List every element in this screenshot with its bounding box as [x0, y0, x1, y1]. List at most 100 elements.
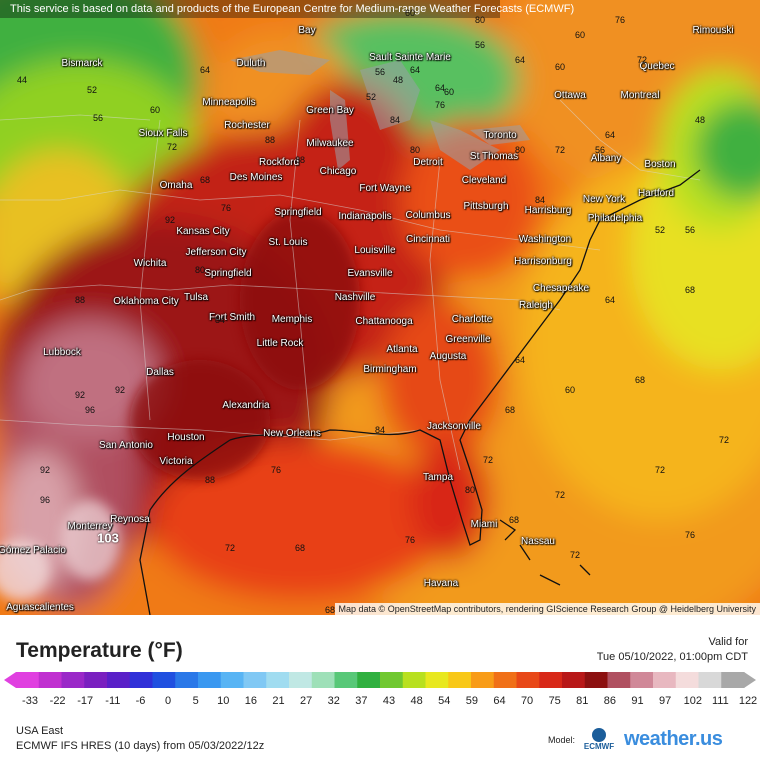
scale-min-arrow: [4, 672, 16, 688]
color-scale-swatch: [584, 672, 608, 688]
city-label: Hartford: [637, 188, 675, 199]
color-scale-swatch: [198, 672, 222, 688]
isotherm-value: 84: [389, 115, 401, 125]
city-label: Montreal: [620, 90, 660, 101]
city-label: Victoria: [159, 456, 193, 467]
isotherm-value: 68: [294, 543, 306, 553]
scale-tick-label: 0: [165, 695, 172, 707]
color-scale-swatch: [402, 672, 426, 688]
city-label: Miami: [470, 519, 498, 530]
isotherm-value: 52: [86, 85, 98, 95]
isotherm-value: 60: [404, 8, 416, 18]
city-label: Columbus: [405, 210, 451, 221]
city-label: Chesapeake: [532, 283, 590, 294]
city-label: Lubbock: [43, 347, 81, 358]
color-scale-swatch: [38, 672, 62, 688]
city-label: Aguascalientes: [6, 602, 74, 613]
isotherm-value: 64: [199, 65, 211, 75]
city-label: Omaha: [159, 180, 193, 191]
scale-tick-label: 54: [438, 695, 451, 707]
color-scale-swatch: [129, 672, 153, 688]
isotherm-value: 68: [634, 375, 646, 385]
isotherm-value: 96: [39, 495, 51, 505]
city-label: Wichita: [133, 258, 167, 269]
city-label: Monterrey: [67, 521, 113, 532]
scale-tick-label: 111: [712, 695, 729, 707]
isotherm-value: 48: [392, 75, 404, 85]
scale-tick-label: 5: [192, 695, 199, 707]
city-label: St. Louis: [268, 237, 308, 248]
scale-tick-label: 21: [272, 695, 285, 707]
color-scale-swatch: [266, 672, 290, 688]
isotherm-value: 92: [39, 465, 51, 475]
isotherm-value: 64: [514, 55, 526, 65]
scale-tick-label: -17: [77, 695, 94, 707]
city-label: Sault Sainte Marie: [369, 52, 451, 63]
isotherm-value: 52: [365, 92, 377, 102]
city-label: Philadelphia: [587, 213, 643, 224]
isotherm-value: 56: [374, 67, 386, 77]
city-label: Gómez Palacio: [0, 545, 66, 556]
isotherm-value: 72: [554, 145, 566, 155]
color-scale-swatch: [357, 672, 381, 688]
map-attribution[interactable]: Map data © OpenStreetMap contributors, r…: [334, 603, 760, 615]
color-scale-swatch: [675, 672, 699, 688]
city-label: St Thomas: [469, 151, 519, 162]
city-label: Detroit: [413, 157, 443, 168]
city-label: Chattanooga: [355, 316, 413, 327]
scale-tick-label: 27: [300, 695, 313, 707]
ecmwf-notice: This service is based on data and produc…: [0, 0, 574, 18]
scale-tick-label: 48: [410, 695, 423, 707]
city-label: Harrisburg: [524, 205, 572, 216]
isotherm-value: 80: [514, 145, 526, 155]
scale-tick-label: 10: [217, 695, 230, 707]
city-label: New Orleans: [263, 428, 321, 439]
scale-tick-label: 75: [548, 695, 561, 707]
isotherm-value: 92: [74, 390, 86, 400]
city-label: Charlotte: [451, 314, 493, 325]
isotherm-value: 56: [594, 145, 606, 155]
color-scale-swatch: [493, 672, 517, 688]
isotherm-value: 76: [270, 465, 282, 475]
scale-tick-label: -11: [105, 695, 121, 707]
color-scale-swatch: [311, 672, 335, 688]
scale-tick-label: -22: [49, 695, 66, 707]
isotherm-value: 80: [474, 15, 486, 25]
city-label: Reynosa: [110, 514, 150, 525]
color-scale-swatch: [516, 672, 540, 688]
weather-us-logo[interactable]: weather.us: [624, 728, 723, 750]
city-label: San Antonio: [99, 440, 153, 451]
isotherm-value: 80: [409, 145, 421, 155]
scale-tick-label: -6: [135, 695, 146, 707]
color-scale-swatch: [152, 672, 176, 688]
isotherm-value: 68: [684, 285, 696, 295]
temperature-field: [0, 0, 760, 615]
city-label: Tulsa: [183, 292, 209, 303]
city-label: Boston: [644, 159, 676, 170]
isotherm-value: 84: [374, 425, 386, 435]
isotherm-value: 92: [114, 385, 126, 395]
temperature-map[interactable]: This service is based on data and produc…: [0, 0, 760, 615]
city-label: Sioux Falls: [138, 128, 188, 139]
ecmwf-logo-icon: [592, 728, 606, 742]
color-scale-swatch: [175, 672, 199, 688]
color-scale-swatch: [61, 672, 85, 688]
isotherm-value: 56: [474, 40, 486, 50]
color-scale-swatch: [448, 672, 472, 688]
color-scale-swatch: [607, 672, 631, 688]
isotherm-value: 76: [434, 100, 446, 110]
isotherm-value: 84: [214, 315, 226, 325]
model-run-info: ECMWF IFS HRES (10 days) from 05/03/2022…: [16, 740, 265, 752]
isotherm-value: 92: [164, 215, 176, 225]
scale-tick-label: 16: [244, 695, 258, 707]
valid-label: Valid for: [708, 636, 748, 648]
color-scale-swatch: [425, 672, 449, 688]
isotherm-value: 60: [564, 385, 576, 395]
scale-tick-label: 43: [382, 695, 396, 707]
city-label: Louisville: [354, 245, 396, 256]
isotherm-value: 72: [224, 543, 236, 553]
isotherm-value: 68: [508, 515, 520, 525]
color-scale-swatch: [562, 672, 586, 688]
color-scale-swatch: [380, 672, 404, 688]
city-label: Chicago: [319, 166, 357, 177]
